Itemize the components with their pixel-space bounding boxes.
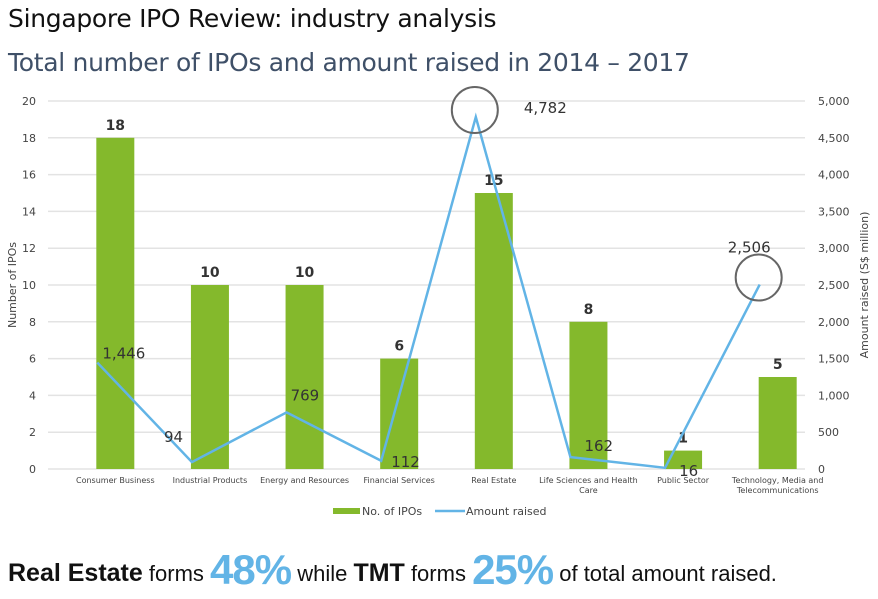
x-tick-label: Consumer Business: [76, 476, 155, 485]
bar-value-label: 8: [584, 302, 594, 318]
left-tick-label: 8: [29, 316, 36, 329]
left-tick-label: 20: [22, 95, 36, 108]
right-tick-label: 4,500: [818, 132, 850, 145]
line-value-label: 112: [391, 453, 420, 471]
caption-tmt: TMT: [353, 559, 405, 587]
bar: [190, 285, 229, 469]
caption-pct-real-estate: 48%: [210, 546, 292, 593]
bar: [285, 285, 324, 469]
right-tick-label: 500: [818, 426, 839, 439]
bar: [758, 377, 797, 469]
left-tick-label: 12: [22, 242, 36, 255]
line-value-label: 16: [679, 462, 698, 480]
right-axis-label: Amount raised (S$ million): [858, 212, 871, 359]
left-tick-label: 0: [29, 463, 36, 476]
left-tick-label: 14: [22, 205, 36, 218]
legend-label-line: Amount raised: [466, 505, 547, 518]
line-value-label: 94: [164, 428, 183, 446]
right-tick-label: 3,500: [818, 205, 850, 218]
gridlines: [48, 100, 805, 470]
left-tick-label: 4: [29, 389, 36, 402]
caption-text: forms: [404, 561, 473, 586]
bar: [569, 321, 608, 469]
line-value-label: 162: [584, 437, 613, 455]
highlight-circle: [734, 253, 783, 302]
caption-text: of total amount raised.: [553, 561, 777, 586]
right-tick-label: 0: [818, 463, 825, 476]
x-tick-label: Industrial Products: [173, 476, 248, 485]
bar-series: [96, 137, 797, 470]
bar-value-label: 5: [773, 357, 783, 373]
line-value-label: 2,506: [728, 239, 771, 257]
line-value-label: 1,446: [102, 345, 145, 363]
x-tick-label: Telecommunications: [736, 486, 819, 495]
left-tick-label: 6: [29, 353, 36, 366]
amount-raised-line: [96, 112, 761, 470]
left-tick-label: 2: [29, 426, 36, 439]
right-tick-label: 1,000: [818, 389, 850, 402]
line-series: [96, 112, 761, 470]
x-axis-labels: Consumer Business Industrial Products Ener…: [76, 476, 823, 495]
right-tick-label: 5,000: [818, 95, 850, 108]
left-tick-label: 10: [22, 279, 36, 292]
chart-subtitle: Total number of IPOs and amount raised i…: [8, 48, 690, 77]
legend: No. of IPOs Amount raised: [333, 505, 547, 518]
caption-pct-tmt: 25%: [472, 546, 554, 593]
bar-value-label: 10: [200, 265, 220, 281]
bar-value-label: 6: [394, 339, 404, 355]
bar: [380, 358, 419, 469]
x-tick-label: Energy and Resources: [260, 476, 349, 485]
legend-label-bar: No. of IPOs: [362, 505, 422, 518]
bar: [474, 193, 513, 469]
highlight-circles: [450, 86, 783, 302]
left-tick-label: 18: [22, 132, 36, 145]
bar-value-label: 10: [295, 265, 315, 281]
right-tick-label: 2,000: [818, 316, 850, 329]
summary-caption: Real Estate forms 48% while TMT forms 25…: [8, 546, 777, 594]
left-tick-label: 16: [22, 169, 36, 182]
x-tick-label: Public Sector: [657, 476, 710, 485]
left-axis-ticks: 0 2 4 6 8 10 12 14 16 18 20: [22, 95, 36, 476]
line-value-label: 769: [291, 386, 320, 404]
right-tick-label: 4,000: [818, 169, 850, 182]
highlight-circle: [450, 86, 499, 135]
right-tick-label: 3,000: [818, 242, 850, 255]
bar: [664, 450, 703, 469]
left-axis-label: Number of IPOs: [6, 242, 19, 328]
x-tick-label: Technology, Media and: [731, 476, 824, 485]
right-tick-label: 2,500: [818, 279, 850, 292]
x-tick-label: Financial Services: [364, 476, 435, 485]
bar-value-label: 1: [678, 431, 688, 447]
x-tick-label: Life Sciences and Health: [539, 476, 638, 485]
x-tick-label: Care: [579, 486, 598, 495]
caption-text: forms: [142, 561, 211, 586]
legend-swatch-bar: [333, 508, 360, 514]
right-tick-label: 1,500: [818, 353, 850, 366]
page-title: Singapore IPO Review: industry analysis: [8, 4, 497, 33]
line-value-label: 4,782: [524, 99, 567, 117]
caption-real-estate: Real Estate: [8, 559, 143, 587]
caption-text: while: [291, 561, 354, 586]
bar-value-label: 18: [106, 118, 125, 134]
bar: [96, 137, 135, 470]
x-tick-label: Real Estate: [471, 476, 516, 485]
right-axis-ticks: 0 500 1,000 1,500 2,000 2,500 3,000 3,500 4,000 4…: [818, 95, 850, 476]
